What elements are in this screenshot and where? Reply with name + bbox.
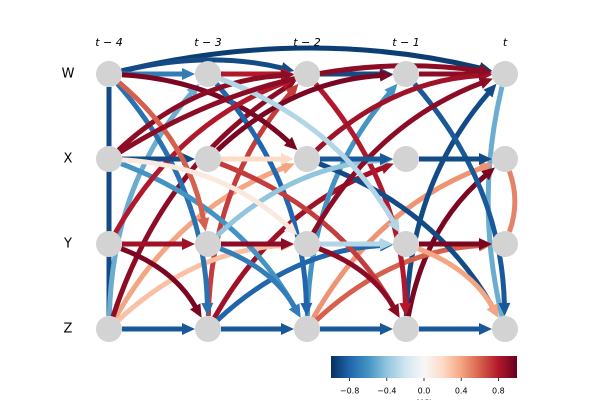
node [393,231,419,257]
colorbar-tick-label: −0.4 [377,387,396,396]
node [492,146,518,172]
link [403,91,491,317]
link-arrowhead [479,238,492,250]
link-arrowhead [387,303,400,318]
node [393,316,419,342]
link-arrowhead [182,238,195,250]
link [313,82,408,305]
link-arrowhead [478,77,493,89]
link-arrowhead [380,238,393,250]
node [393,61,419,87]
colorbar-tick-label: 0.4 [455,387,468,396]
link-arrowhead [280,162,295,174]
colorbar-tick-label: 0.8 [492,387,505,396]
link [311,80,483,234]
link [219,246,297,309]
link [215,73,382,152]
link-arrowhead [380,153,393,165]
node [294,316,320,342]
link-arrowhead [387,218,400,233]
link [121,157,291,229]
link-arrowhead [498,302,511,317]
time-label: t − 3 [194,36,222,49]
link-arrowhead [486,303,499,318]
node [393,146,419,172]
link [311,165,483,319]
link-arrowhead [478,64,493,77]
node [492,231,518,257]
time-label: t − 2 [293,36,321,49]
link-arrowhead [283,221,298,236]
link-arrowhead [182,323,195,335]
colorbar-tick-label: 0.0 [418,387,431,396]
colorbar-label: MCI [417,399,432,400]
link [304,91,392,317]
node [195,146,221,172]
link [314,243,481,322]
link [318,246,396,309]
node [294,231,320,257]
link-arrowhead [281,238,294,250]
node [492,316,518,342]
link [121,72,291,144]
link-arrowhead [281,153,294,165]
link-arrowhead [283,136,298,151]
node [96,146,122,172]
link [117,80,206,220]
variable-label: Z [64,322,73,337]
node [96,316,122,342]
link-arrowhead [380,323,393,335]
link [116,73,283,152]
node [492,61,518,87]
link [121,57,284,74]
link-arrowhead [300,302,313,317]
time-label: t [503,36,508,49]
node [294,61,320,87]
link-arrowhead [379,162,394,174]
link-arrowhead [201,302,214,317]
link [106,91,194,317]
link-arrowhead [182,68,195,80]
link [507,170,518,233]
link-arrowhead [483,83,497,98]
link [115,82,210,305]
link [314,73,481,152]
time-label: t − 4 [95,36,123,49]
link [215,158,382,237]
variable-label: X [64,152,73,167]
link-arrowhead [384,83,398,98]
link-arrowhead [281,323,294,335]
link [485,86,505,317]
link-arrowhead [479,153,492,165]
colorbar-tick-label: −0.8 [340,387,359,396]
link [205,91,293,317]
link-arrowhead [197,217,210,232]
node [294,146,320,172]
colorbar [331,356,517,378]
node [96,231,122,257]
link-arrowhead [285,83,299,98]
link-arrowhead [379,69,394,82]
node [195,61,221,87]
link-arrowhead [189,303,202,318]
node [195,316,221,342]
variable-label: Y [63,237,72,252]
node [195,231,221,257]
link [215,243,382,322]
link [417,246,495,309]
link [120,246,198,309]
link-arrowhead [399,302,412,317]
time-label: t − 1 [392,36,420,49]
link-arrowhead [479,323,492,335]
node [96,61,122,87]
link [412,82,507,305]
link-arrowhead [481,167,496,181]
link [116,243,283,322]
variable-label: W [62,67,75,82]
link-arrowhead [288,303,301,318]
